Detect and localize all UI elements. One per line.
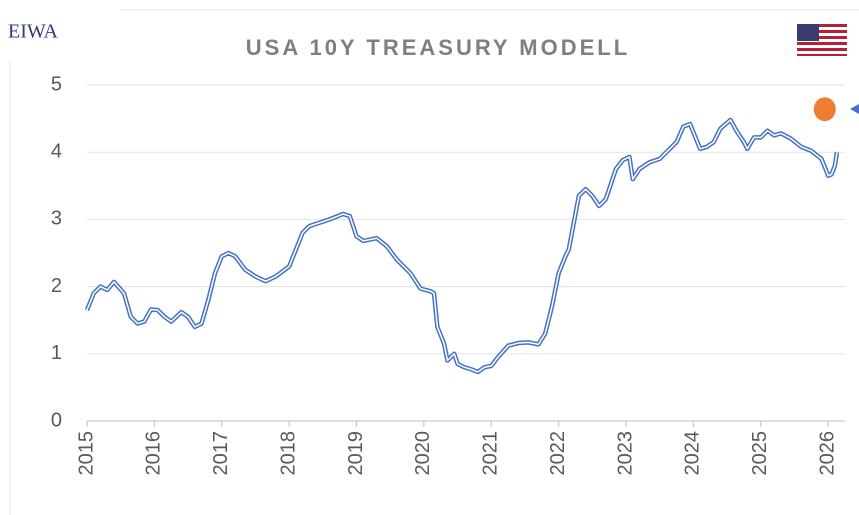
y-tick-label: 2 bbox=[51, 275, 62, 297]
y-tick-label: 5 bbox=[51, 73, 62, 95]
x-tick-label: 2026 bbox=[816, 431, 838, 476]
line-inner bbox=[86, 119, 838, 373]
x-tick-label: 2021 bbox=[480, 431, 502, 476]
x-tick-label: 2018 bbox=[277, 431, 299, 476]
y-tick-label: 0 bbox=[51, 409, 62, 431]
y-tick-label: 1 bbox=[51, 342, 62, 364]
y-tick-label: 3 bbox=[51, 208, 62, 230]
x-tick-label: 2025 bbox=[749, 431, 771, 476]
x-tick-label: 2016 bbox=[143, 431, 165, 476]
x-tick-label: 2023 bbox=[614, 431, 636, 476]
x-tick-label: 2024 bbox=[682, 431, 704, 476]
us-flag bbox=[797, 24, 847, 56]
x-tick-label: 2019 bbox=[345, 431, 367, 476]
chart-title: USA 10Y TREASURY MODELL bbox=[246, 35, 630, 60]
logo: EIWA bbox=[8, 21, 59, 43]
arrow-head bbox=[850, 104, 859, 114]
model-point bbox=[813, 97, 836, 122]
x-tick-label: 2020 bbox=[412, 431, 434, 476]
x-tick-label: 2017 bbox=[210, 431, 232, 476]
y-tick-label: 4 bbox=[51, 140, 62, 162]
x-tick-label: 2015 bbox=[75, 431, 97, 476]
x-tick-label: 2022 bbox=[547, 431, 569, 476]
